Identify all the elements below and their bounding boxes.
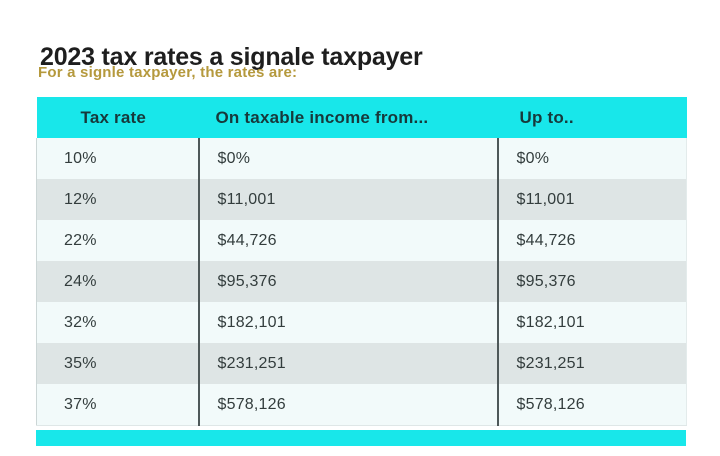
table-cell: $11,001 [496,179,687,220]
table-row: 12% $11,001 $11,001 [36,179,687,220]
table-cell: 10% [36,138,199,179]
page-title: 2023 tax rates a signale taxpayer [40,42,423,71]
table-cell: $0% [496,138,687,179]
table-cell: $231,251 [197,343,498,384]
table-row: 35% $231,251 $231,251 [36,343,687,384]
table-cell: 22% [36,220,199,261]
table-cell: 37% [36,384,199,426]
table-row: 37% $578,126 $578,126 [36,384,687,426]
column-header-income-from: On taxable income from... [198,97,498,138]
table-cell: 24% [36,261,199,302]
table-cell: $11,001 [197,179,498,220]
column-header-tax-rate: Tax rate [36,97,199,138]
table-row: 10% $0% $0% [36,138,687,179]
table-cell: 32% [36,302,199,343]
tax-rate-table: Tax rate On taxable income from... Up to… [36,97,687,426]
column-header-up-to: Up to.. [497,97,687,138]
page-subtitle: For a signle taxpayer, the rates are: [38,64,298,81]
table-cell: $95,376 [197,261,498,302]
table-cell: $44,726 [197,220,498,261]
table-cell: $578,126 [496,384,687,426]
table-cell: $44,726 [496,220,687,261]
table-body: 10% $0% $0% 12% $11,001 $11,001 22% $44,726 $44,… [36,138,687,426]
table-cell: 12% [36,179,199,220]
table-row: 24% $95,376 $95,376 [36,261,687,302]
table-cell: $231,251 [496,343,687,384]
table-cell: 35% [36,343,199,384]
table-cell: $0% [197,138,498,179]
table-cell: $95,376 [496,261,687,302]
table-row: 22% $44,726 $44,726 [36,220,687,261]
table-header-row: Tax rate On taxable income from... Up to… [36,97,687,138]
table-cell: $182,101 [197,302,498,343]
table-cell: $578,126 [197,384,498,426]
table-row: 32% $182,101 $182,101 [36,302,687,343]
table-cell: $182,101 [496,302,687,343]
next-table-header-partial-bar [36,430,686,446]
